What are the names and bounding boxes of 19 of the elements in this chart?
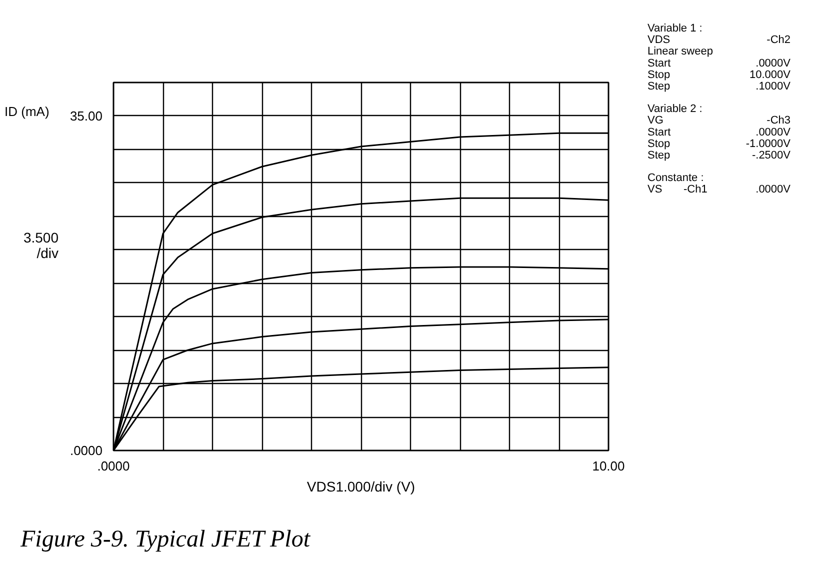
text: Variable 1 : [648, 22, 702, 34]
text: Constante : [648, 172, 704, 184]
text: Start .0000V [648, 57, 791, 70]
text: VDS -Ch2 [648, 34, 790, 46]
text: Stop -1.0000V [648, 138, 791, 150]
text: VG -Ch3 [648, 114, 790, 127]
text: Linear sweep [648, 46, 713, 58]
text: 3.500 /div [23, 230, 59, 261]
text: Variable 2 : [648, 103, 702, 116]
text: VS -Ch1 .0000V [648, 184, 791, 196]
x-axis-title: VDS1.000/div (V) [306, 478, 416, 494]
text: Stop 10.000V [648, 68, 791, 81]
text: Figure 3-9. Typical JFET Plot [20, 526, 312, 552]
y-tick-label: 35.00 [70, 108, 103, 124]
text: Start .0000V [648, 126, 791, 138]
text: Step .1000V [648, 80, 791, 92]
y-axis-title: ID (mA) [4, 104, 50, 120]
text: Step -.2500V [648, 150, 791, 162]
x-tick-label: 10.00 [592, 458, 625, 474]
